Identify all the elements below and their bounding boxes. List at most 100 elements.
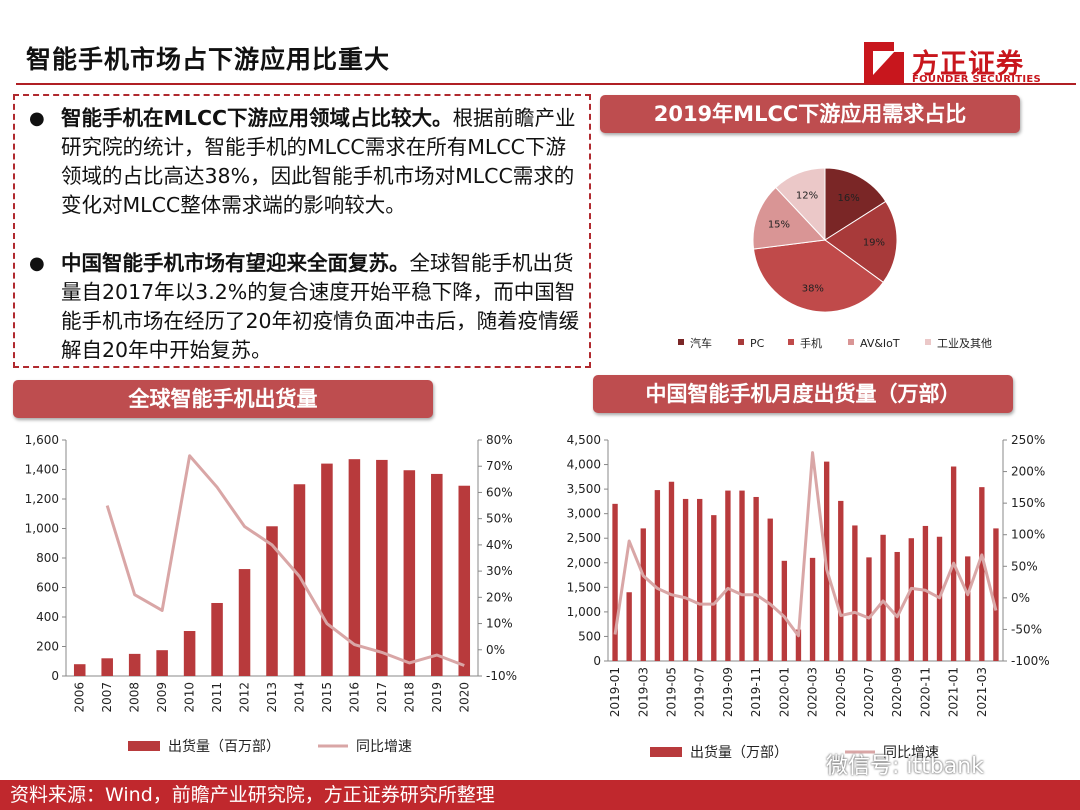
- left-axis-tick: 1,000: [567, 605, 601, 619]
- right-axis-tick: 150%: [1011, 496, 1045, 510]
- right-axis-tick: 0%: [486, 643, 505, 657]
- bar: [880, 534, 886, 661]
- company-logo: 方正证券 FOUNDER SECURITIES: [864, 40, 1064, 92]
- left-axis-tick: 3,000: [567, 507, 601, 521]
- bar: [965, 556, 971, 661]
- left-axis-tick: 4,000: [567, 458, 601, 472]
- bullet-dot-icon: ●: [29, 253, 45, 274]
- x-axis-tick: 2011: [210, 682, 224, 713]
- left-axis-tick: 200: [36, 640, 59, 654]
- bar: [838, 500, 844, 661]
- legend-swatch: [678, 339, 684, 345]
- right-axis-tick: 200%: [1011, 465, 1045, 479]
- legend-bar-label: 出货量（百万部）: [168, 738, 280, 755]
- right-axis-tick: 40%: [486, 538, 513, 552]
- legend-line-label: 同比增速: [356, 739, 412, 755]
- legend-swatch: [738, 339, 744, 345]
- left-axis-tick: 4,500: [567, 433, 601, 447]
- x-axis-tick: 2007: [100, 682, 114, 713]
- wechat-watermark: 微信号: ittbank: [826, 754, 984, 779]
- left-axis-tick: 3,500: [567, 482, 601, 496]
- bar: [767, 518, 773, 661]
- bar: [697, 498, 703, 661]
- left-axis-tick: 400: [36, 610, 59, 624]
- left-axis-tick: 500: [578, 629, 601, 643]
- title-divider: [16, 83, 1076, 85]
- bar: [781, 560, 788, 661]
- pie-slice-label: 19%: [863, 238, 885, 249]
- x-axis-tick: 2019-05: [664, 667, 678, 717]
- x-axis-tick: 2006: [73, 682, 87, 713]
- bar: [668, 481, 675, 661]
- x-axis-tick: 2019-07: [693, 667, 707, 717]
- founder-logo-icon: [864, 42, 904, 84]
- x-axis-tick: 2019-03: [636, 667, 650, 717]
- growth-line: [613, 451, 998, 638]
- source-note: 资料来源：Wind，前瞻产业研究院，方正证券研究所整理: [10, 784, 495, 806]
- x-axis-tick: 2019-01: [608, 667, 622, 717]
- x-axis-tick: 2019: [430, 682, 444, 713]
- bar: [431, 473, 443, 676]
- right-axis-tick: -100%: [1011, 654, 1050, 668]
- bar: [238, 569, 251, 676]
- bar: [809, 557, 816, 661]
- legend-bar-label: 出货量（万部）: [690, 744, 788, 761]
- left-axis-tick: 2,000: [567, 556, 601, 570]
- x-axis-tick: 2012: [238, 682, 252, 713]
- bar: [128, 653, 141, 676]
- left-axis-tick: 0: [593, 654, 601, 668]
- legend-label: 工业及其他: [937, 337, 992, 350]
- bar: [612, 503, 618, 661]
- x-axis-tick: 2009: [155, 682, 169, 713]
- pie-slice-label: 12%: [796, 190, 818, 201]
- bar: [640, 528, 646, 661]
- bar: [211, 602, 223, 676]
- growth-line: [105, 454, 465, 667]
- bar: [183, 631, 196, 676]
- left-axis-tick: 600: [36, 581, 59, 595]
- bullet-dot-icon: ●: [29, 108, 45, 129]
- pie-slice: [753, 239, 884, 313]
- x-axis-tick: 2021-01: [947, 667, 961, 717]
- right-axis-tick: 60%: [486, 485, 513, 499]
- left-axis-tick: 1,000: [25, 522, 59, 536]
- bar: [73, 664, 86, 676]
- x-axis-tick: 2010: [183, 682, 197, 713]
- bar: [711, 515, 717, 661]
- bar: [682, 498, 689, 661]
- legend-label: 汽车: [690, 336, 712, 350]
- footer-bar: 资料来源：Wind，前瞻产业研究院，方正证券研究所整理: [0, 780, 1080, 810]
- bar: [101, 658, 113, 676]
- logo-english-name: FOUNDER SECURITIES: [912, 74, 1042, 85]
- left-axis-tick: 1,200: [25, 492, 59, 506]
- pie-slice-label: 16%: [837, 193, 859, 204]
- legend-bar-swatch: [650, 747, 682, 757]
- bar: [908, 538, 914, 661]
- bullet-heading: 中国智能手机市场有望迎来全面复苏。: [61, 251, 410, 275]
- bar: [894, 551, 900, 661]
- x-axis-tick: 2008: [128, 682, 142, 713]
- legend-swatch: [848, 339, 854, 345]
- china-chart-title: 中国智能手机月度出货量（万部）: [593, 375, 1013, 413]
- bar: [266, 526, 278, 676]
- bar: [626, 592, 632, 661]
- bar: [795, 629, 802, 661]
- right-axis-tick: 10%: [486, 617, 513, 631]
- right-axis-tick: 0%: [1011, 591, 1030, 605]
- bullet-heading: 智能手机在MLCC下游应用领域占比较大。: [61, 106, 453, 130]
- right-axis-tick: -50%: [1011, 622, 1042, 636]
- right-axis-tick: 50%: [1011, 559, 1038, 573]
- x-axis-tick: 2014: [292, 682, 306, 713]
- right-axis-tick: 70%: [486, 459, 513, 473]
- bar: [376, 459, 388, 676]
- pie-slice-label: 38%: [802, 283, 824, 294]
- x-axis-tick: 2020-11: [918, 667, 932, 717]
- x-axis-tick: 2020: [457, 682, 471, 713]
- left-axis-tick: 1,400: [25, 463, 59, 477]
- right-axis-tick: 80%: [486, 433, 513, 447]
- pie-slice: [752, 186, 827, 250]
- legend-label: 手机: [800, 336, 822, 350]
- bar: [293, 484, 306, 676]
- pie-slice: [824, 167, 887, 241]
- x-axis-tick: 2017: [375, 682, 389, 713]
